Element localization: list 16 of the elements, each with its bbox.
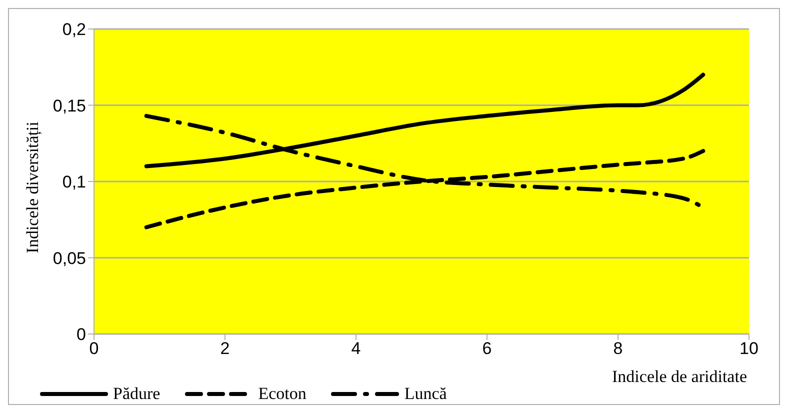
x-axis-title: Indicele de ariditate: [612, 367, 747, 386]
x-tick-label: 8: [613, 339, 623, 358]
y-tick-label: 0,15: [52, 96, 86, 116]
x-tick-label: 2: [220, 339, 230, 358]
x-tick-label: 6: [482, 339, 492, 358]
x-tick-label: 4: [351, 339, 361, 358]
legend-label: Luncă: [403, 384, 447, 404]
legend-label: Ecoton: [257, 384, 306, 404]
y-tick-label: 0,2: [62, 20, 86, 40]
legend-label: Pădure: [112, 384, 160, 404]
y-tick-label: 0,1: [62, 172, 86, 192]
y-axis-title: Indicele diversității: [23, 121, 42, 254]
x-tick-label: 0: [89, 339, 99, 358]
x-tick-label: 10: [740, 339, 758, 358]
y-tick-label: 0,05: [52, 248, 86, 268]
y-tick-label: 0: [76, 325, 86, 344]
